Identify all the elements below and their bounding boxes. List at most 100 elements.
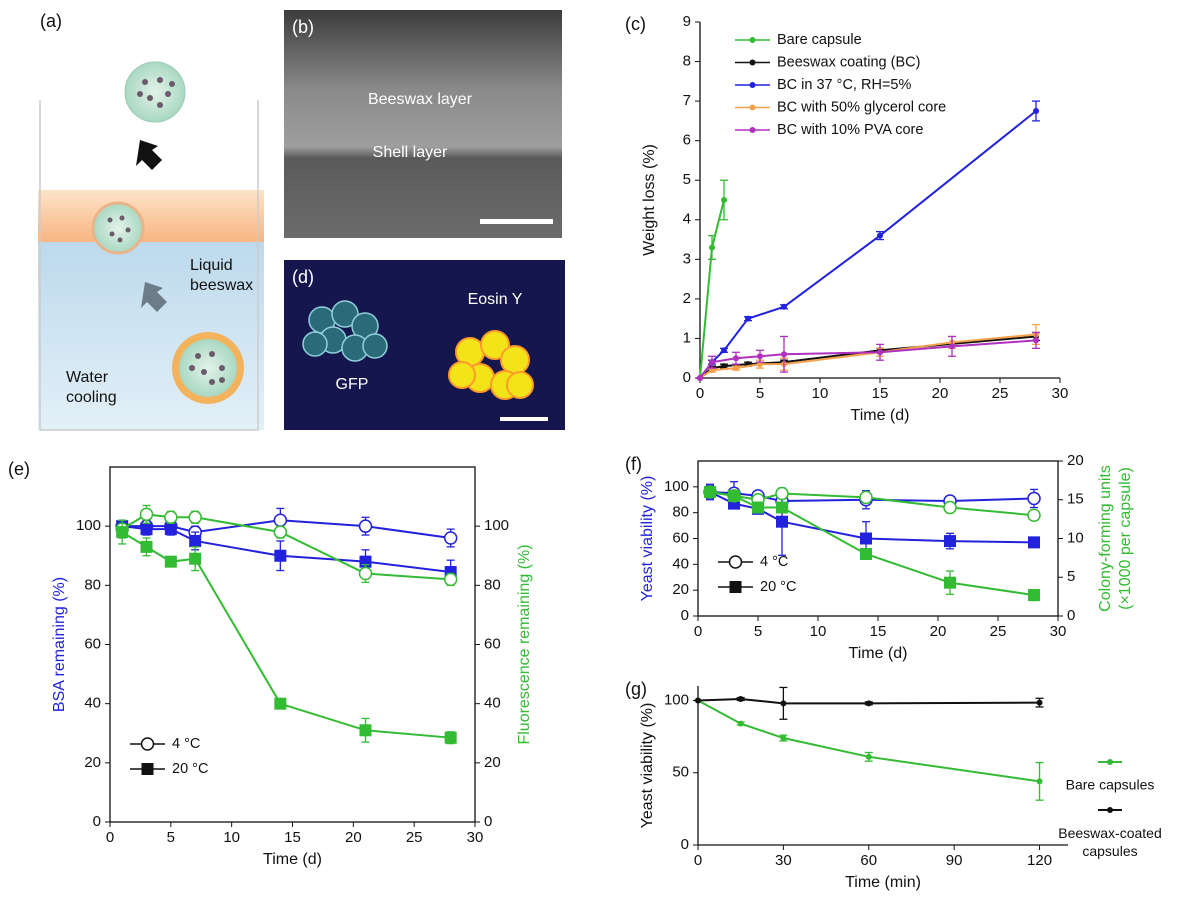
arrow <box>136 140 162 170</box>
x-tick-label: 0 <box>694 623 702 640</box>
marker <box>164 555 177 568</box>
marker <box>780 700 787 707</box>
x-tick-label: 25 <box>406 829 423 846</box>
y-tick-label: 50 <box>672 764 689 781</box>
marker <box>1028 536 1040 549</box>
marker <box>865 700 872 707</box>
x-tick-label: 25 <box>992 385 1009 402</box>
y-axis-label: Weight loss (%) <box>641 144 658 256</box>
marker <box>704 486 716 498</box>
y2-tick-label: 0 <box>1067 607 1075 624</box>
axes <box>697 686 1068 846</box>
marker <box>189 552 202 565</box>
x-tick-label: 15 <box>870 623 887 640</box>
marker <box>1033 108 1039 114</box>
series-line <box>699 199 725 379</box>
legend-label: Bare capsules <box>1066 777 1155 793</box>
marker <box>164 510 178 525</box>
x-tick-label: 25 <box>990 623 1007 640</box>
legend-label: BC with 50% glycerol core <box>777 99 946 115</box>
marker <box>141 763 154 775</box>
scale-bar <box>500 417 548 421</box>
annotation: Eosin Y <box>468 291 523 308</box>
marker <box>697 375 703 381</box>
panel-label: (a) <box>40 11 62 31</box>
legend-label: Beeswax-coated capsules <box>1058 825 1162 859</box>
marker <box>944 576 956 589</box>
marker <box>865 753 872 760</box>
sem-image <box>284 10 562 238</box>
x-tick-label: 20 <box>932 385 949 402</box>
marker <box>721 347 727 354</box>
marker <box>139 507 154 522</box>
marker <box>737 696 744 703</box>
marker <box>737 720 744 727</box>
marker <box>729 581 742 593</box>
marker <box>721 363 727 370</box>
series-line <box>699 333 1037 379</box>
x-tick-label: 120 <box>1027 852 1052 869</box>
x-tick-label: 30 <box>775 852 792 869</box>
annotation: Liquid <box>190 257 233 274</box>
marker <box>733 355 739 362</box>
y-tick-label: 6 <box>683 132 691 149</box>
marker <box>443 572 458 587</box>
y2-tick-label: 20 <box>484 754 501 771</box>
annotation: Beeswax layer <box>368 91 473 108</box>
x-tick-label: 30 <box>1050 623 1067 640</box>
marker <box>860 532 872 545</box>
marker <box>116 526 129 539</box>
marker <box>695 697 701 704</box>
y-tick-label: 60 <box>672 529 689 546</box>
eosin-spheres <box>448 330 534 400</box>
y-tick-label: 40 <box>672 555 689 572</box>
x-tick-label: 90 <box>946 852 963 869</box>
y-axis-label: Yeast viability (%) <box>639 703 656 829</box>
marker <box>721 197 727 203</box>
x-tick-label: 5 <box>756 385 764 402</box>
x-axis-label: Time (d) <box>263 851 322 868</box>
y2-tick-label: 80 <box>484 576 501 593</box>
marker <box>776 501 788 514</box>
x-axis-label: Time (d) <box>851 407 910 424</box>
marker <box>859 490 873 505</box>
y-tick-label: 0 <box>93 813 101 830</box>
panel-label: (b) <box>292 17 314 37</box>
capsule <box>179 339 237 397</box>
capsule-cells <box>189 351 225 385</box>
marker <box>188 510 202 525</box>
wax-layer <box>38 190 264 242</box>
marker <box>189 534 202 547</box>
marker <box>781 303 787 310</box>
marker <box>749 37 756 43</box>
y-tick-label: 9 <box>683 13 691 30</box>
annotation: Water <box>66 369 109 386</box>
marker <box>776 515 788 528</box>
marker <box>728 555 743 569</box>
y-tick-label: 8 <box>683 53 691 70</box>
marker <box>949 343 955 350</box>
x-tick-label: 0 <box>694 852 702 869</box>
marker <box>943 500 957 515</box>
legend-label: 20 °C <box>760 579 796 595</box>
marker <box>775 486 789 501</box>
arrow <box>141 282 167 312</box>
marker <box>749 82 756 88</box>
y-tick-label: 40 <box>84 695 101 712</box>
x-tick-label: 10 <box>223 829 240 846</box>
axes <box>699 22 1060 379</box>
marker <box>709 359 715 366</box>
annotation: beeswax <box>190 277 253 294</box>
x-tick-label: 0 <box>696 385 704 402</box>
beaker <box>39 100 259 431</box>
marker <box>780 735 787 742</box>
marker <box>757 353 763 360</box>
legend-label: BC with 10% PVA core <box>777 122 923 138</box>
marker <box>860 548 872 560</box>
x-tick-label: 60 <box>860 852 877 869</box>
marker <box>358 519 373 533</box>
legend-label: 4 °C <box>172 736 200 752</box>
y-tick-label: 20 <box>672 581 689 598</box>
panel-a: (a) Liquid beeswax Water cooling <box>38 11 264 431</box>
